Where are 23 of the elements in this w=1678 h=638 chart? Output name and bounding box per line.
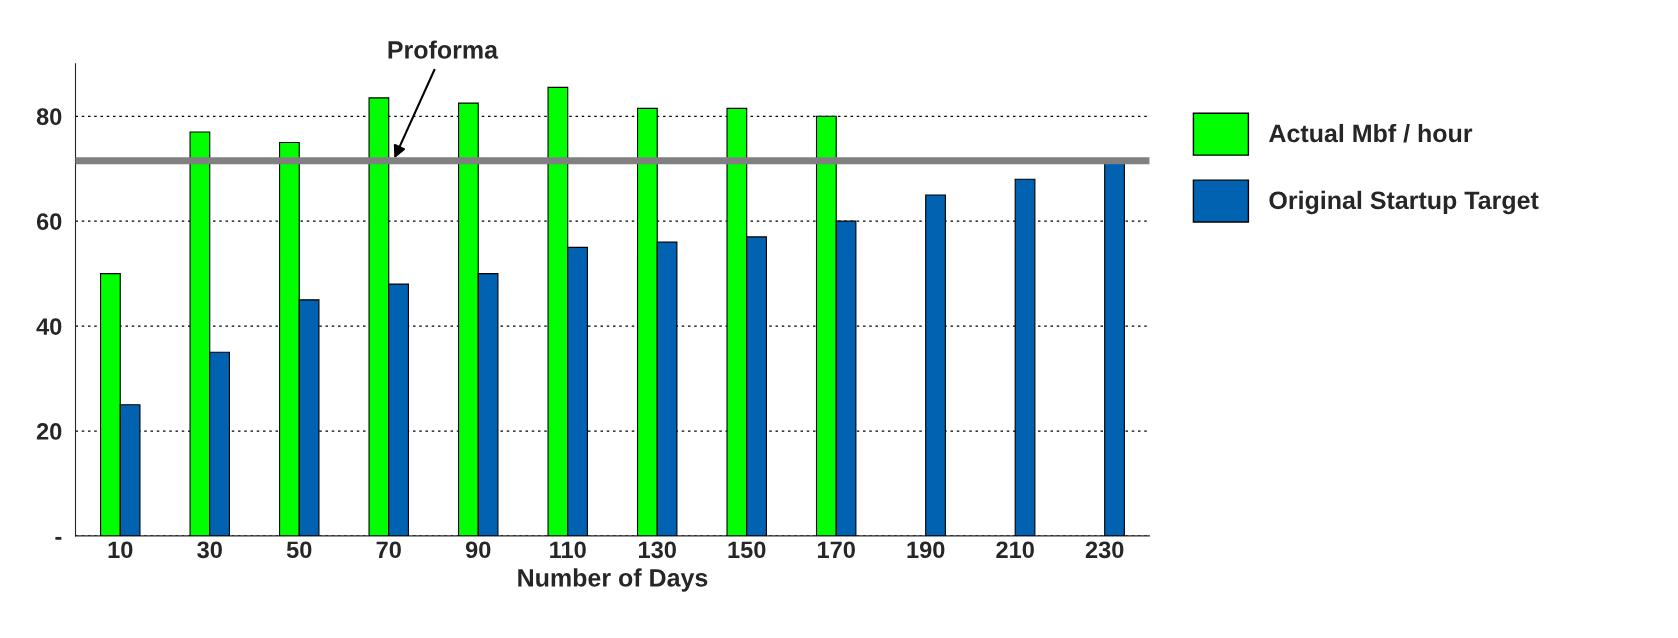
y-tick-label: 60: [36, 213, 62, 230]
y-tick-label: -: [55, 536, 62, 540]
x-tick-label: 90: [465, 541, 491, 559]
x-tick-label: 110: [550, 541, 586, 559]
legend-label: Original Startup Target: [1269, 190, 1539, 215]
x-tick-label: 190: [907, 541, 945, 559]
ref-line-label: Proforma: [388, 40, 499, 59]
x-tick-label: 170: [818, 541, 855, 559]
x-tick-label: 210: [996, 541, 1034, 559]
x-tick-label: 10: [108, 541, 133, 559]
x-tick-label: 30: [197, 541, 222, 559]
x-tick-label: 150: [728, 541, 766, 559]
bar: [925, 194, 946, 536]
x-tick-label: 50: [286, 541, 312, 559]
bar: [1014, 178, 1036, 536]
y-tick-label: 20: [36, 423, 62, 440]
legend-label: Actual Mbf / hour: [1269, 123, 1473, 143]
x-tick-label: 130: [639, 541, 676, 559]
x-tick-label: 230: [1085, 541, 1124, 559]
x-tick-label: 70: [376, 541, 401, 559]
x-axis-title: Number of Days: [518, 568, 708, 592]
y-tick-label: 80: [36, 108, 62, 126]
y-tick-label: 40: [36, 318, 62, 335]
